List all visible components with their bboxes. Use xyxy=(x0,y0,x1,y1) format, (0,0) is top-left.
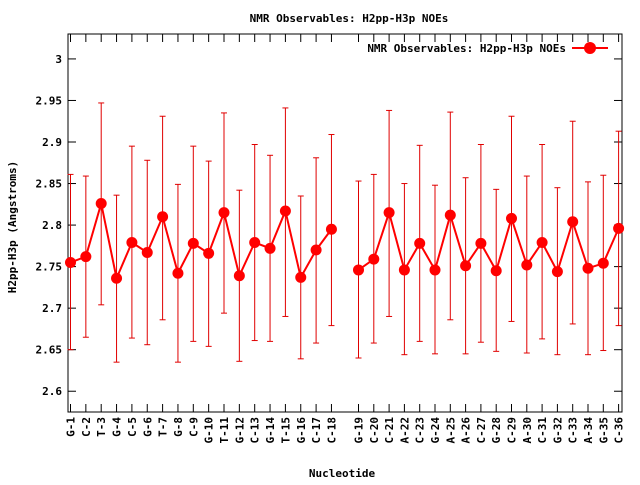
data-point xyxy=(398,264,410,276)
x-tick-label: G-24 xyxy=(429,417,442,444)
data-point xyxy=(295,271,307,283)
x-tick-label: T-15 xyxy=(279,417,292,444)
x-tick-label: C-27 xyxy=(475,417,488,444)
data-point xyxy=(551,266,563,278)
x-tick-label: C-5 xyxy=(126,417,139,437)
data-point xyxy=(490,265,502,277)
data-point xyxy=(506,212,517,224)
x-tick-label: C-23 xyxy=(414,417,427,444)
data-point xyxy=(80,251,92,263)
x-tick-label: C-18 xyxy=(325,417,338,444)
series-line-segment-1 xyxy=(70,203,333,282)
legend: NMR Observables: H2pp-H3p NOEs xyxy=(367,42,608,55)
data-point xyxy=(536,237,548,249)
data-point xyxy=(249,237,261,249)
data-point xyxy=(582,262,594,274)
data-point xyxy=(475,237,487,249)
y-tick-label: 2.9 xyxy=(42,136,62,149)
data-point xyxy=(353,264,364,276)
x-tick-label: C-31 xyxy=(536,417,549,444)
x-tick-label: C-13 xyxy=(249,417,262,444)
x-axis: G-1 C-2 T-3 G-4 C-5 G-6 T-7 G-8 C-9 G-10 T-11 G-12 C… xyxy=(65,34,626,444)
x-tick-label: A-25 xyxy=(444,417,457,444)
data-point xyxy=(460,260,472,272)
data-point xyxy=(218,207,230,219)
x-tick-label: G-10 xyxy=(203,417,216,444)
y-axis: 2.6 2.65 2.7 2.75 2.8 2.85 2.9 2.95 3 xyxy=(36,53,622,398)
x-tick-label: A-26 xyxy=(460,417,473,444)
data-point xyxy=(264,242,276,254)
chart-title: NMR Observables: H2pp-H3p NOEs xyxy=(250,12,449,25)
data-point xyxy=(126,237,138,249)
data-point xyxy=(233,270,245,282)
x-tick-label: C-9 xyxy=(187,417,200,437)
x-tick-label: G-4 xyxy=(111,417,124,437)
series-line-segment-2 xyxy=(357,209,620,275)
data-point xyxy=(414,237,426,249)
data-point xyxy=(383,207,395,219)
data-point xyxy=(368,253,380,265)
data-point xyxy=(172,267,184,279)
x-tick-label: T-7 xyxy=(157,417,170,437)
data-point xyxy=(325,223,337,235)
x-axis-label: Nucleotide xyxy=(309,467,376,480)
y-tick-label: 2.85 xyxy=(36,178,63,191)
data-point xyxy=(157,211,169,223)
x-tick-label: T-11 xyxy=(218,417,231,444)
data-point xyxy=(597,257,609,269)
plot-border xyxy=(67,33,623,413)
error-bars xyxy=(67,102,622,363)
y-tick-label: 2.8 xyxy=(42,219,62,232)
x-tick-label: G-1 xyxy=(65,417,78,437)
x-tick-label: G-28 xyxy=(490,417,503,444)
x-tick-label: C-21 xyxy=(383,417,396,444)
y-tick-label: 2.7 xyxy=(42,302,62,315)
y-tick-label: 2.75 xyxy=(36,261,63,274)
x-tick-label: C-36 xyxy=(613,417,626,444)
series-line xyxy=(70,203,620,282)
legend-marker xyxy=(584,42,596,54)
x-tick-label: G-35 xyxy=(597,417,610,444)
data-point xyxy=(521,259,533,271)
series-points xyxy=(65,197,625,284)
y-tick-label: 2.95 xyxy=(36,94,63,107)
x-tick-label: A-30 xyxy=(521,417,534,444)
y-tick-label: 2.6 xyxy=(42,385,62,398)
x-tick-label: A-34 xyxy=(582,417,595,444)
x-tick-label: C-2 xyxy=(80,417,93,437)
data-point xyxy=(141,246,153,258)
x-tick-label: C-29 xyxy=(506,417,519,444)
data-point xyxy=(444,209,456,221)
data-point xyxy=(203,247,215,259)
legend-label: NMR Observables: H2pp-H3p NOEs xyxy=(367,42,566,55)
x-tick-label: C-33 xyxy=(567,417,580,444)
data-point xyxy=(279,205,291,217)
data-point xyxy=(187,237,199,249)
x-tick-label: G-6 xyxy=(141,417,154,437)
x-tick-label: G-16 xyxy=(295,417,308,444)
data-point xyxy=(95,197,107,209)
data-point xyxy=(613,222,625,234)
x-tick-label: G-19 xyxy=(353,417,366,444)
x-tick-label: T-3 xyxy=(95,417,108,437)
x-tick-label: A-22 xyxy=(398,417,411,444)
x-tick-label: G-8 xyxy=(172,417,185,437)
x-tick-label: C-20 xyxy=(368,417,381,444)
y-axis-label: H2pp-H3p (Angstroms) xyxy=(6,161,19,293)
x-tick-label: G-12 xyxy=(233,417,246,444)
data-point xyxy=(429,264,441,276)
data-point xyxy=(65,256,76,268)
data-point xyxy=(310,244,322,256)
x-tick-label: G-32 xyxy=(551,417,564,444)
plot-frame xyxy=(67,33,623,413)
x-tick-label: C-17 xyxy=(310,417,323,444)
data-point xyxy=(567,216,579,228)
y-tick-label: 3 xyxy=(55,53,62,66)
data-point xyxy=(111,272,123,284)
y-tick-label: 2.65 xyxy=(36,344,63,357)
x-tick-label: G-14 xyxy=(264,417,277,444)
